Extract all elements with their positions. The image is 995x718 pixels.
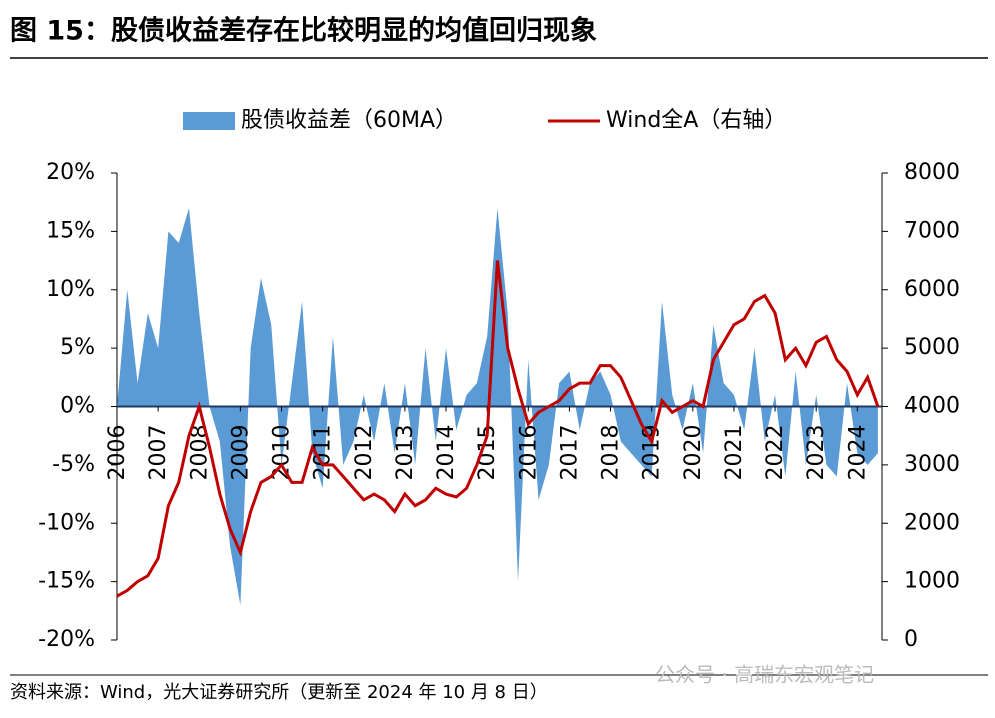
x-tick-label: 2017 bbox=[557, 425, 582, 481]
y-tick-label: 5% bbox=[60, 335, 95, 360]
y2-tick-label: 7000 bbox=[904, 218, 960, 243]
y-tick-label: -10% bbox=[38, 510, 95, 535]
y-tick-label: 0% bbox=[60, 394, 95, 419]
x-tick-label: 2006 bbox=[105, 425, 130, 481]
y2-tick-label: 2000 bbox=[904, 510, 960, 535]
x-tick-label: 2010 bbox=[270, 425, 295, 481]
x-tick-label: 2007 bbox=[146, 425, 171, 481]
x-tick-label: 2009 bbox=[228, 425, 253, 481]
y2-tick-label: 5000 bbox=[904, 335, 960, 360]
x-tick-label: 2012 bbox=[352, 425, 377, 481]
x-tick-label: 2016 bbox=[516, 425, 541, 481]
legend-label: Wind全A（右轴） bbox=[606, 108, 786, 133]
x-tick-label: 2014 bbox=[434, 425, 459, 481]
source: 资料来源：Wind，光大证券研究所（更新至 2024 年 10 月 8 日） bbox=[10, 682, 548, 703]
x-tick-label: 2021 bbox=[722, 425, 747, 481]
y-tick-label: -15% bbox=[38, 569, 95, 594]
y-tick-label: -5% bbox=[52, 452, 95, 477]
y2-tick-label: 1000 bbox=[904, 569, 960, 594]
y2-tick-label: 0 bbox=[904, 627, 918, 652]
y-tick-label: -20% bbox=[38, 627, 95, 652]
x-tick-label: 2022 bbox=[763, 425, 788, 481]
y2-tick-label: 8000 bbox=[904, 160, 960, 185]
y2-tick-label: 4000 bbox=[904, 394, 960, 419]
y2-tick-label: 6000 bbox=[904, 277, 960, 302]
line bbox=[116, 260, 880, 598]
x-tick-label: 2013 bbox=[393, 425, 418, 481]
x-tick-label: 2023 bbox=[804, 425, 829, 481]
legend-swatch bbox=[183, 112, 235, 130]
title: 图 15：股债收益差存在比较明显的均值回归现象 bbox=[10, 15, 597, 47]
legend-label: 股债收益差（60MA） bbox=[241, 108, 457, 133]
x-tick-label: 2024 bbox=[845, 425, 870, 481]
y-tick-label: 15% bbox=[46, 218, 95, 243]
watermark: 公众号 · 高瑞东宏观笔记 bbox=[655, 663, 874, 687]
x-tick-label: 2018 bbox=[599, 425, 624, 481]
y2-tick-label: 3000 bbox=[904, 452, 960, 477]
x-tick-label: 2008 bbox=[187, 425, 212, 481]
x-tick-label: 2020 bbox=[681, 425, 706, 481]
x-tick-label: 2019 bbox=[640, 425, 665, 481]
y-tick-label: 20% bbox=[46, 160, 95, 185]
y-tick-label: 10% bbox=[46, 277, 95, 302]
